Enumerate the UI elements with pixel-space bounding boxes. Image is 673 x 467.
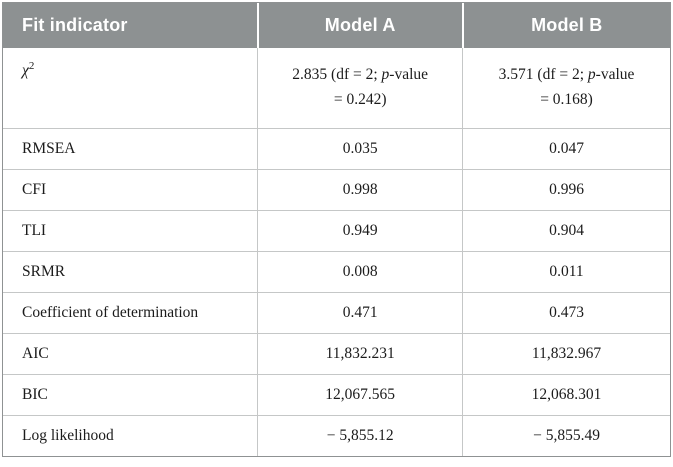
table-row-chi-squared: χ2 2.835 (df = 2; p-value = 0.242) 3.571 … — [3, 48, 670, 128]
table-row-rmsea: RMSEA 0.035 0.047 — [3, 127, 670, 169]
fit-indicators-table: Fit indicator Model A Model B χ2 2.835 (… — [3, 3, 670, 456]
table-row-srmr: SRMR 0.008 0.011 — [3, 250, 670, 292]
cell-bic-model-a: 12,067.565 — [257, 373, 463, 415]
cell-rmsea-model-b: 0.047 — [462, 127, 670, 169]
cell-tli-model-b: 0.904 — [462, 209, 670, 251]
chi-b-line1-pre: 3.571 (df = 2; — [498, 65, 588, 83]
cell-rmsea-model-a: 0.035 — [257, 127, 463, 169]
cell-bic-model-b: 12,068.301 — [462, 373, 670, 415]
chi-b-p-italic: p — [587, 65, 596, 83]
table-row-tli: TLI 0.949 0.904 — [3, 209, 670, 251]
cell-srmr-model-a: 0.008 — [257, 250, 463, 292]
table-row-cfi: CFI 0.998 0.996 — [3, 168, 670, 210]
header-row: Fit indicator Model A Model B — [3, 3, 670, 48]
row-label-bic: BIC — [3, 373, 258, 415]
cell-srmr-model-b: 0.011 — [462, 250, 670, 292]
cell-loglik-model-a: − 5,855.12 — [257, 414, 463, 456]
row-label-cfi: CFI — [3, 168, 258, 210]
cell-aic-model-a: 11,832.231 — [257, 332, 463, 374]
cell-cod-model-b: 0.473 — [462, 291, 670, 333]
row-label-coefficient-of-determination: Coefficient of determination — [3, 291, 258, 333]
cell-loglik-model-b: − 5,855.49 — [462, 414, 670, 456]
header-model-a: Model A — [256, 3, 463, 48]
row-label-aic: AIC — [3, 332, 258, 374]
chi-exponent: 2 — [28, 59, 35, 72]
header-model-b: Model B — [461, 3, 670, 48]
row-label-chi-squared: χ2 — [3, 48, 258, 128]
row-label-tli: TLI — [3, 209, 258, 251]
header-fit-indicator: Fit indicator — [3, 3, 258, 48]
table-row-aic: AIC 11,832.231 11,832.967 — [3, 332, 670, 374]
table-row-coefficient-of-determination: Coefficient of determination 0.471 0.473 — [3, 291, 670, 333]
cell-chi-squared-model-b: 3.571 (df = 2; p-value = 0.168) — [462, 48, 670, 128]
cell-cfi-model-a: 0.998 — [257, 168, 463, 210]
chi-symbol: χ — [22, 62, 29, 79]
table-row-log-likelihood: Log likelihood − 5,855.12 − 5,855.49 — [3, 414, 670, 456]
cell-aic-model-b: 11,832.967 — [462, 332, 670, 374]
row-label-srmr: SRMR — [3, 250, 258, 292]
row-label-rmsea: RMSEA — [3, 127, 258, 169]
chi-a-line2: = 0.242) — [333, 90, 387, 108]
chi-a-line1-post: -value — [389, 65, 429, 83]
row-label-log-likelihood: Log likelihood — [3, 414, 258, 456]
chi-a-line1-pre: 2.835 (df = 2; — [292, 65, 382, 83]
cell-cod-model-a: 0.471 — [257, 291, 463, 333]
cell-cfi-model-b: 0.996 — [462, 168, 670, 210]
table-row-bic: BIC 12,067.565 12,068.301 — [3, 373, 670, 415]
fit-table-border: Fit indicator Model A Model B χ2 2.835 (… — [2, 2, 671, 457]
cell-tli-model-a: 0.949 — [257, 209, 463, 251]
chi-a-p-italic: p — [381, 65, 390, 83]
chi-b-line1-post: -value — [595, 65, 635, 83]
chi-b-line2: = 0.168) — [540, 90, 593, 108]
cell-chi-squared-model-a: 2.835 (df = 2; p-value = 0.242) — [257, 48, 463, 128]
